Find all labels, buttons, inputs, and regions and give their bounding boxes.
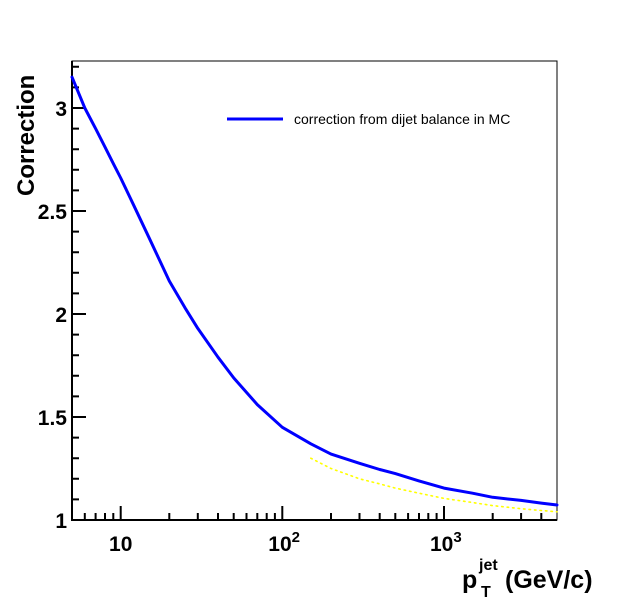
y-axis-title: Correction [13,75,40,196]
legend: correction from dijet balance in MC [227,111,510,127]
x-tick-label: 103 [430,529,462,556]
curve-correction-from-dijet-balance-in-MC [70,75,559,507]
chart-generated-layer: 10 102 103 1 1.5 2 2.5 3 [38,60,559,556]
axis-ticks [72,65,543,521]
y-tick-label: 2.5 [38,201,68,224]
x-tick-label: 102 [268,529,300,556]
y-tick-label: 1 [55,510,67,533]
x-axis-title: p jet T (GeV/c) [462,557,593,601]
legend-entry-label: correction from dijet balance in MC [294,111,510,127]
x-tick-label: 10 [109,533,132,556]
x-axis-title-subscript-T: T [481,584,491,601]
curve-unlabeled-dotted-curve [309,457,558,513]
y-tick-label: 3 [55,98,67,121]
x-axis-title-p: p [462,566,477,594]
x-axis-title-units: (GeV/c) [505,566,593,594]
y-tick-label: 2 [55,304,67,327]
plot-frame [71,60,558,521]
x-axis-title-superscript-jet: jet [478,557,498,574]
y-tick-label: 1.5 [38,407,68,430]
axis-lines [71,61,557,521]
